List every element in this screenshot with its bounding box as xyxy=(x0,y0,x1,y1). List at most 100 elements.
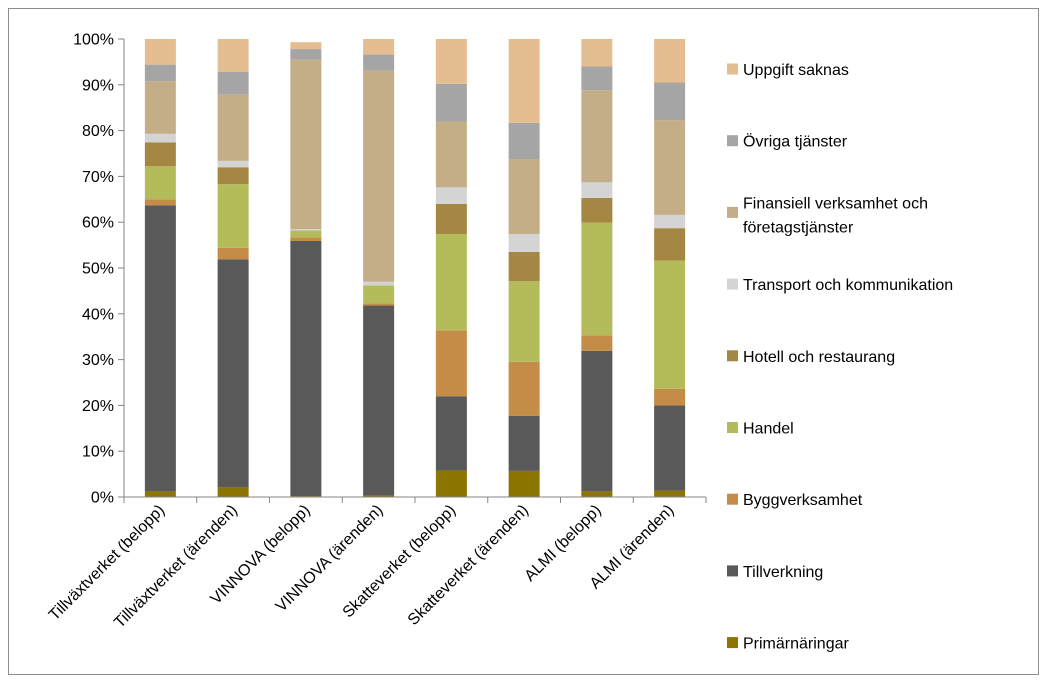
legend-item: Tillverkning xyxy=(727,564,823,581)
chart-frame: 0% 10% 20% 30% 40% 50% 60% 70% 80% 90% 100% Tillvä… xyxy=(8,8,1039,675)
bar-segment xyxy=(508,158,540,235)
bar-segment xyxy=(144,39,176,65)
bar-segment xyxy=(508,234,540,252)
bar-segment xyxy=(217,247,249,260)
bar-segment xyxy=(144,133,176,143)
bar-segment xyxy=(363,39,395,55)
bar-segment xyxy=(654,490,686,497)
legend-swatch xyxy=(727,493,738,505)
bar-segment xyxy=(435,39,467,84)
legend-item: Byggverksamhet xyxy=(727,492,863,509)
bar-segment xyxy=(290,230,322,238)
bar-segment xyxy=(363,281,395,286)
bar-segment xyxy=(363,70,395,282)
y-tick-label: 100% xyxy=(73,32,114,49)
legend-label: Transport och kommunikation xyxy=(743,277,953,294)
legend-label: Handel xyxy=(743,421,794,438)
bar-stack xyxy=(144,39,176,497)
bar-segment xyxy=(217,160,249,168)
bar-segment xyxy=(508,281,540,362)
bar-segment xyxy=(217,167,249,185)
bar-segment xyxy=(654,405,686,491)
legend-swatch xyxy=(727,637,738,649)
bar-segment xyxy=(363,54,395,71)
legend-label: Finansiell verksamhet och företagstjänste… xyxy=(743,195,928,236)
y-tick-label: 30% xyxy=(82,352,114,369)
bar-segment xyxy=(144,142,176,167)
bar-segment xyxy=(290,240,322,497)
bar-segment xyxy=(581,335,613,351)
bar-stack xyxy=(654,39,686,497)
y-tick-label: 50% xyxy=(82,261,114,278)
y-tick-label: 80% xyxy=(82,123,114,140)
bar-segment xyxy=(217,39,249,72)
bar-segment xyxy=(144,491,176,497)
bar-segment xyxy=(581,491,613,497)
bar-segment xyxy=(508,415,540,471)
legend-label: Uppgift saknas xyxy=(743,62,849,79)
legend-item: Uppgift saknas xyxy=(727,62,849,79)
legend: Uppgift saknas Övriga tjänster Finansiell … xyxy=(727,62,953,653)
y-tick-label: 60% xyxy=(82,215,114,232)
bar-segment xyxy=(290,229,322,231)
bar-segment xyxy=(363,303,395,306)
stacked-bar-chart: 0% 10% 20% 30% 40% 50% 60% 70% 80% 90% 100% Tillvä… xyxy=(46,32,953,653)
bar-segment xyxy=(290,237,322,241)
bar-segment xyxy=(144,199,176,206)
bar-segment xyxy=(654,228,686,261)
y-tick-label: 90% xyxy=(82,77,114,94)
bar-segment xyxy=(144,205,176,492)
bar-segment xyxy=(435,396,467,471)
bar-segment xyxy=(435,203,467,235)
bar-segment xyxy=(217,184,249,248)
bar-segment xyxy=(581,197,613,223)
bar-segment xyxy=(290,59,322,230)
bar-segment xyxy=(435,121,467,188)
bar-segment xyxy=(654,120,686,215)
bar-segment xyxy=(435,83,467,122)
x-tick-label: Tillväxtverket (ärenden) xyxy=(111,502,241,632)
y-tick-label: 10% xyxy=(82,444,114,461)
bar-segment xyxy=(363,495,395,497)
legend-swatch xyxy=(727,350,738,362)
x-tick-label: Tillväxtverket (belopp) xyxy=(46,502,168,624)
legend-swatch xyxy=(727,422,738,433)
bar-stack xyxy=(508,39,540,497)
bar-segment xyxy=(508,470,540,497)
bar-stack xyxy=(581,39,613,497)
legend-label-line: Finansiell verksamhet och xyxy=(743,195,928,212)
bar-segment xyxy=(363,285,395,304)
legend-label: Hotell och restaurang xyxy=(743,349,895,366)
bar-segment xyxy=(290,49,322,60)
y-axis: 0% 10% 20% 30% 40% 50% 60% 70% 80% 90% 100% xyxy=(73,32,125,507)
legend-label: Byggverksamhet xyxy=(743,492,863,509)
legend-swatch xyxy=(727,278,738,290)
bar-segment xyxy=(435,330,467,397)
legend-item: Primärnäringar xyxy=(727,636,849,653)
bar-segment xyxy=(144,166,176,200)
bar-segment xyxy=(581,350,613,492)
bar-segment xyxy=(508,122,540,159)
bar-segment xyxy=(363,305,395,496)
legend-item: Handel xyxy=(727,421,794,438)
bar-segment xyxy=(654,82,686,121)
bar-segment xyxy=(217,71,249,95)
x-axis: Tillväxtverket (belopp)Tillväxtverket (ä… xyxy=(46,496,707,632)
bar-segment xyxy=(654,388,686,406)
bar-stack xyxy=(435,39,467,497)
legend-item: Transport och kommunikation xyxy=(727,277,953,294)
bar-segment xyxy=(508,251,540,282)
legend-swatch xyxy=(727,135,738,147)
bar-segment xyxy=(508,39,540,123)
bar-segment xyxy=(581,39,613,67)
legend-item: Övriga tjänster xyxy=(727,133,848,151)
bar-segment xyxy=(435,187,467,204)
bar-stack xyxy=(290,42,322,497)
bar-segment xyxy=(581,66,613,91)
y-tick-label: 40% xyxy=(82,306,114,323)
legend-swatch xyxy=(727,565,738,577)
bar-segment xyxy=(581,222,613,336)
bar-segment xyxy=(217,94,249,161)
bar-segment xyxy=(144,64,176,82)
bar-segment xyxy=(654,260,686,389)
